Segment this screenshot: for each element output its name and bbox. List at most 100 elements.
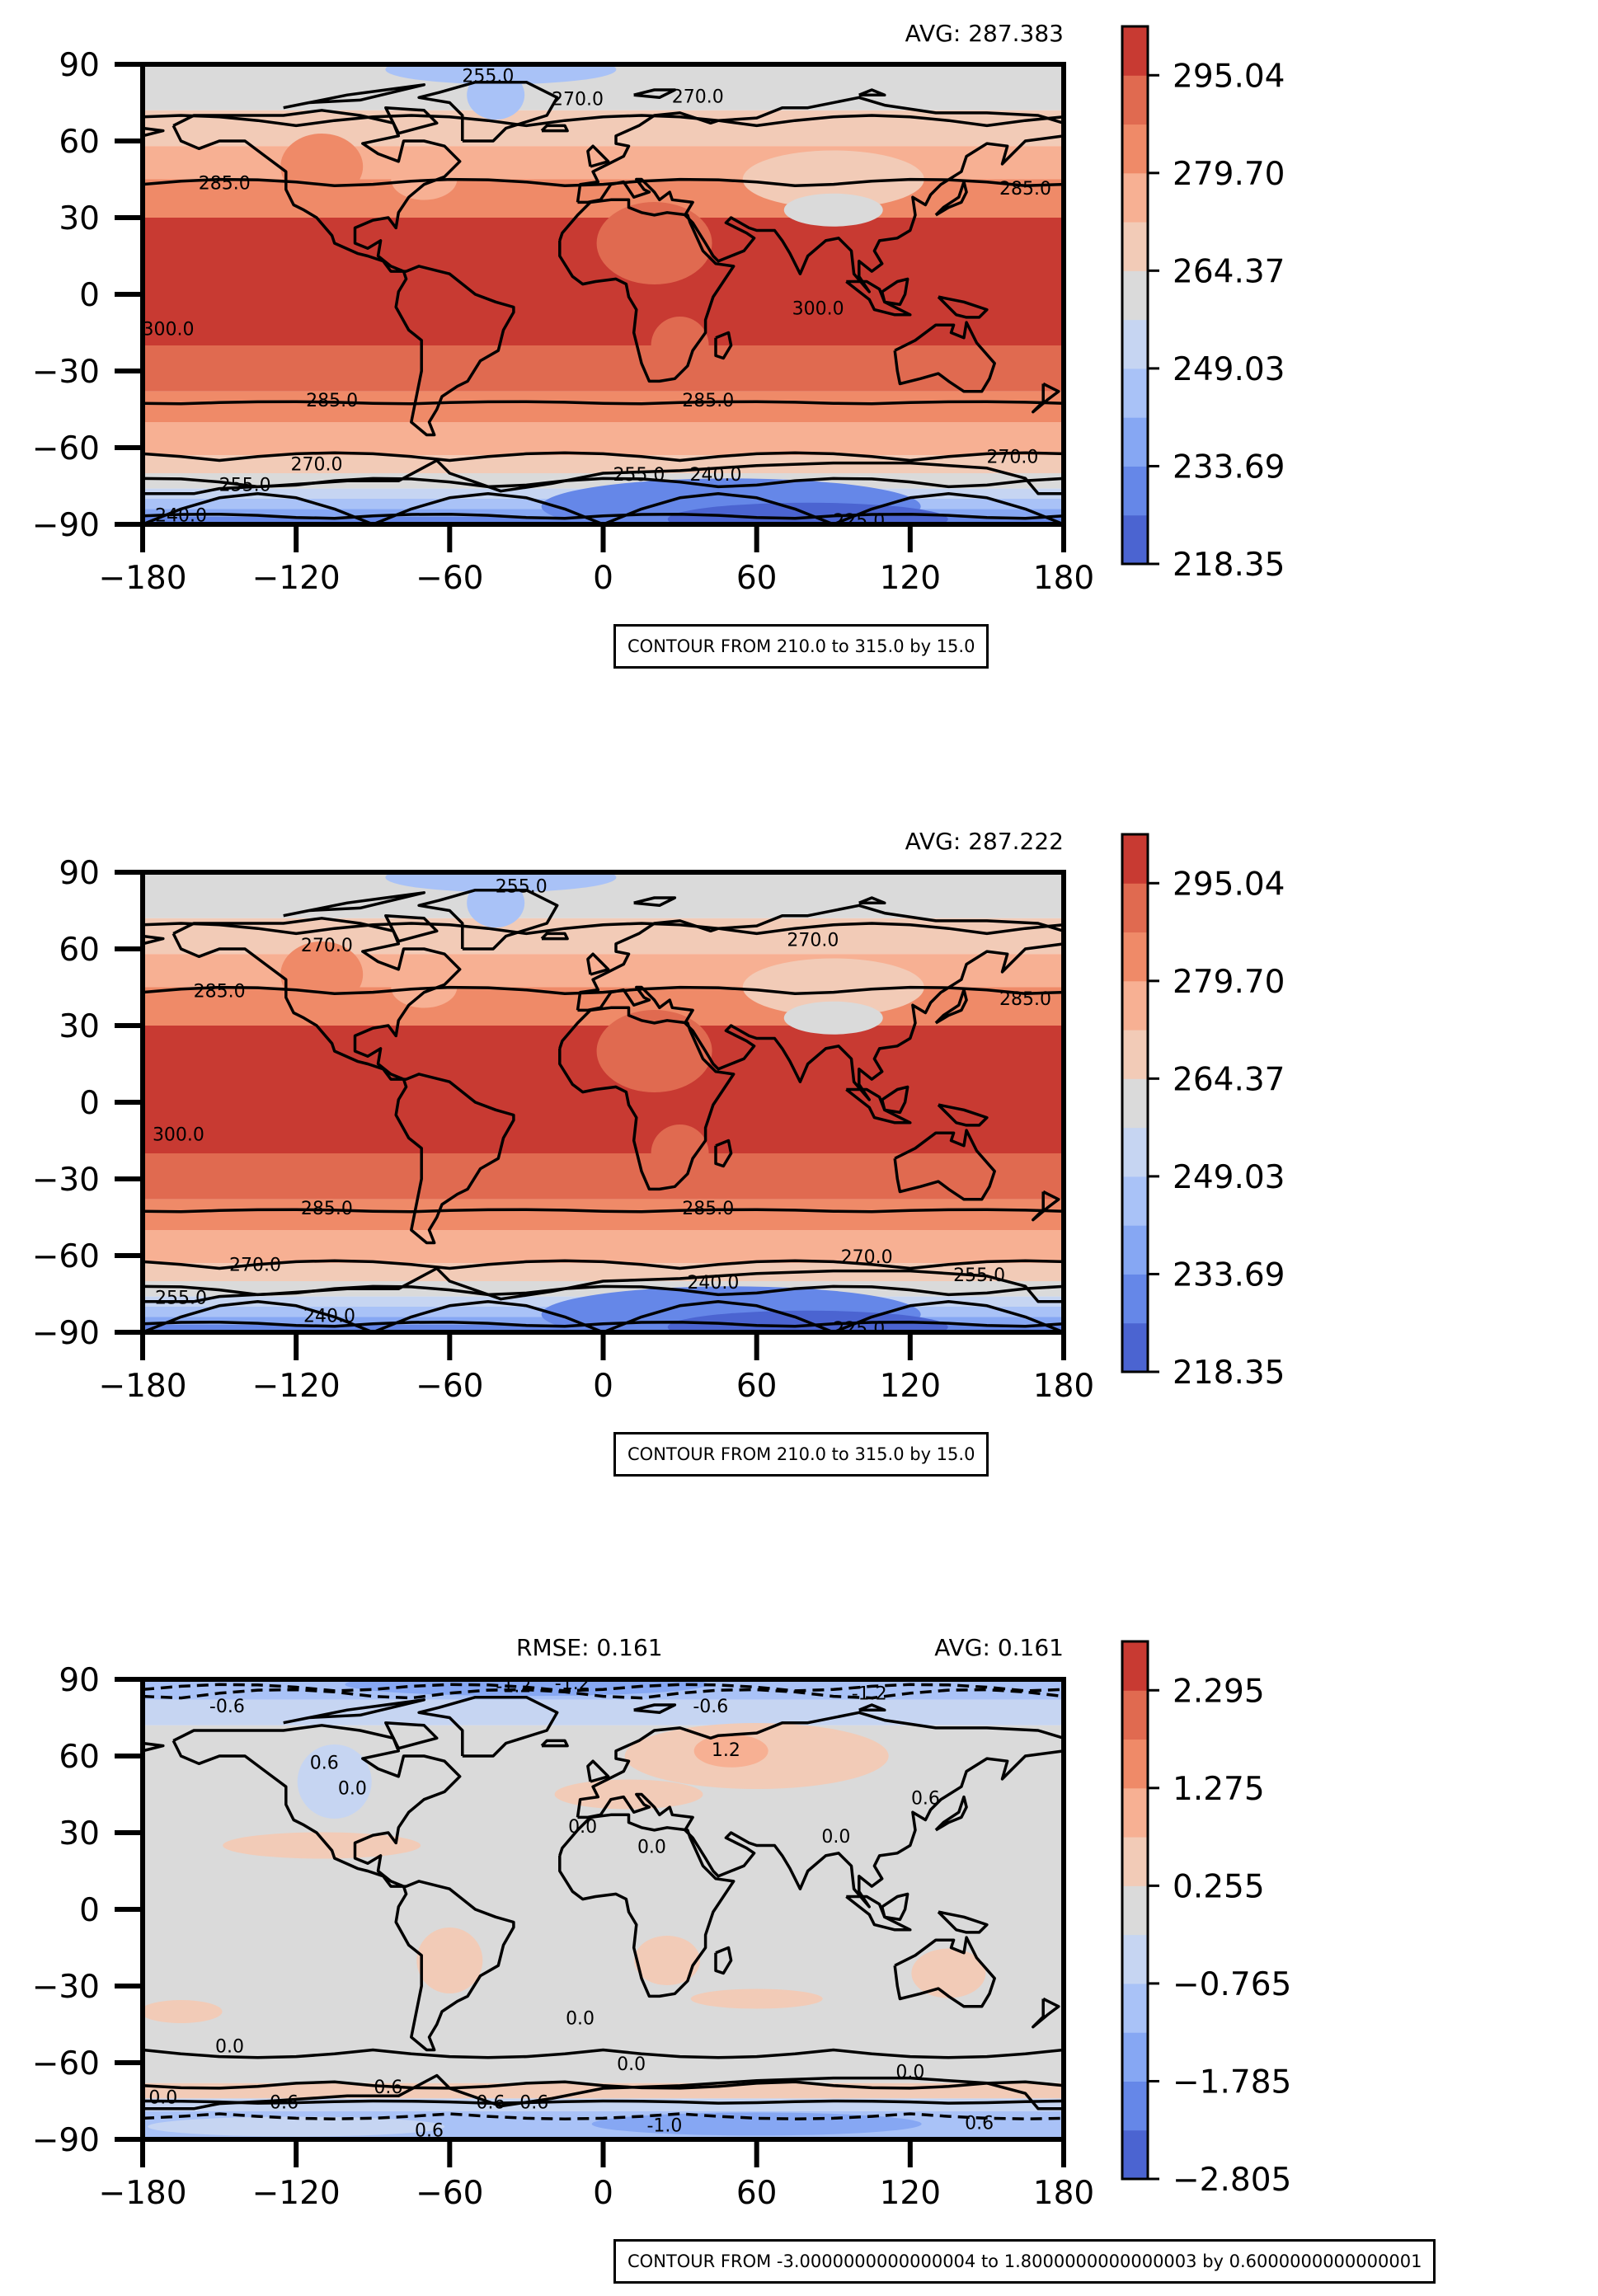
coastline-eurasia xyxy=(576,1711,1064,1818)
colorbar-swatch xyxy=(1122,1690,1148,1740)
coastline-madagascar xyxy=(714,1139,733,1168)
colorbar-tick-label: 2.295 xyxy=(1173,1673,1265,1710)
coastline-greenland xyxy=(417,1695,559,1758)
coastline-borneo xyxy=(881,277,909,307)
contour-label: 0.0 xyxy=(617,2054,646,2075)
contour-label: -0.6 xyxy=(693,1697,728,1717)
colorbar-swatch xyxy=(1122,124,1148,174)
colorbar-tick-label: 264.37 xyxy=(1173,1061,1285,1098)
coastline-eurasia2 xyxy=(143,126,165,138)
coastline-baffin xyxy=(384,106,439,135)
y-tick-label: 90 xyxy=(59,1662,100,1699)
coastline-americas xyxy=(172,109,515,437)
y-tick-label: 0 xyxy=(79,1892,100,1929)
colorbar-swatch xyxy=(1122,1787,1148,1838)
coastline-indonesia xyxy=(845,1087,912,1125)
contour-label: 0.6 xyxy=(476,2093,505,2114)
y-tick-label: 60 xyxy=(59,124,100,161)
coastline-baffin xyxy=(384,913,439,943)
colorbar-swatch xyxy=(1122,1934,1148,1984)
colorbar-tick-label: 295.04 xyxy=(1173,866,1285,903)
contour-label: 0.6 xyxy=(374,2078,402,2098)
coastline-indonesia xyxy=(845,279,912,317)
colorbar-tick-label: −0.765 xyxy=(1173,1966,1291,2003)
coastline-svalbard xyxy=(633,88,677,100)
contour-label: 1.2 xyxy=(712,1740,740,1761)
coastline-eurasiaS xyxy=(577,134,1064,293)
y-tick-label: −60 xyxy=(32,1238,100,1275)
colorbar-swatch xyxy=(1122,2081,1148,2131)
contour-label: 255.0 xyxy=(462,67,514,87)
colorbar-swatch xyxy=(1122,172,1148,223)
contour-label: 300.0 xyxy=(792,299,844,320)
colorbar-swatch xyxy=(1122,466,1148,516)
coastline-nz xyxy=(1032,1190,1060,1222)
contour-label: -1.2 xyxy=(496,1676,531,1697)
colorbar-tick-label: 295.04 xyxy=(1173,58,1285,95)
colorbar-swatch xyxy=(1122,1322,1148,1373)
coastline-antarctica xyxy=(143,458,1064,495)
coastline-greenland xyxy=(417,80,559,143)
contour-label: 225.0 xyxy=(833,511,885,532)
panel1-contour-note: CONTOUR FROM 210.0 to 315.0 by 15.0 xyxy=(613,624,989,669)
panel2-contour-note: CONTOUR FROM 210.0 to 315.0 by 15.0 xyxy=(613,1432,989,1477)
coastline-eurasia2 xyxy=(143,1741,165,1753)
colorbar-swatch xyxy=(1122,1837,1148,1886)
coastline-americas xyxy=(172,1724,515,2052)
colorbar-swatch xyxy=(1122,980,1148,1031)
y-tick-label: −90 xyxy=(32,507,100,544)
x-tick-label: 60 xyxy=(736,1368,778,1405)
y-tick-label: 30 xyxy=(59,1008,100,1045)
colorbar-tick-label: 1.275 xyxy=(1173,1771,1265,1808)
colorbar-tick-label: 264.37 xyxy=(1173,253,1285,290)
x-tick-label: −180 xyxy=(98,2175,186,2212)
colorbar-tick-label: 279.70 xyxy=(1173,964,1285,1001)
colorbar-swatch xyxy=(1122,1127,1148,1177)
coastline-japan xyxy=(934,180,968,217)
contour-label: -1.2 xyxy=(555,1674,590,1694)
contour-label: 0.0 xyxy=(338,1778,367,1799)
contour-label: 0.0 xyxy=(895,2062,924,2082)
coastline-indonesia xyxy=(845,1895,912,1932)
colorbar-swatch xyxy=(1122,319,1148,369)
panel-2-colorbar: 295.04 279.70 264.37 249.03 233.69 218.35 xyxy=(1121,833,1285,1392)
y-tick-label: 90 xyxy=(59,47,100,84)
coastline-eurasiaS xyxy=(577,942,1064,1101)
coastline-iceland xyxy=(540,1739,569,1748)
coastline-madagascar xyxy=(714,1946,733,1975)
coastline-newguinea xyxy=(937,1103,989,1127)
colorbar-swatch xyxy=(1122,368,1148,418)
coastline-arcticIs xyxy=(283,1698,426,1725)
colorbar-swatch xyxy=(1122,1078,1148,1129)
coastline-nz2 xyxy=(858,88,886,96)
colorbar-swatch xyxy=(1122,1176,1148,1226)
x-tick-label: 180 xyxy=(1033,1368,1094,1405)
coastline-svalbard xyxy=(633,896,677,908)
colorbar-tick-label: −2.805 xyxy=(1173,2162,1291,2199)
contour-label: 270.0 xyxy=(787,931,839,951)
colorbar-swatch xyxy=(1122,1641,1148,1691)
y-tick-label: −60 xyxy=(32,2045,100,2082)
panel-2-field: 255.0 270.0 270.0 285.0 285.0 300.0 285.0 285.0… xyxy=(143,872,1064,1332)
contour-label: 255.0 xyxy=(496,877,548,898)
y-tick-label: −30 xyxy=(32,1162,100,1199)
colorbar-swatch xyxy=(1122,2032,1148,2082)
contour-label: -0.6 xyxy=(263,2093,298,2114)
coastline-africa xyxy=(558,1006,736,1191)
contour-label: 270.0 xyxy=(841,1247,893,1268)
y-tick-label: 60 xyxy=(59,1739,100,1776)
x-tick-label: 0 xyxy=(593,2175,613,2212)
panel-3-field: -0.6 -1.2 -1.2 -0.6 -1.2 0.6 0.0 1.2 0.0 0.0 0.0 0.… xyxy=(143,1674,1064,2139)
x-tick-label: 0 xyxy=(593,560,613,597)
coastline-americas xyxy=(172,917,515,1245)
contour-label: 0.6 xyxy=(911,1789,940,1810)
colorbar-tick-label: 218.35 xyxy=(1173,1355,1285,1392)
y-tick-label: 90 xyxy=(59,855,100,892)
coastline-eurasia xyxy=(576,96,1064,203)
panel-3-colorbar: 2.295 1.275 0.255 −0.765 −1.785 −2.805 xyxy=(1121,1640,1291,2199)
panel-1-field: 255.0 270.0 270.0 285.0 285.0 300.0 300.0 285.0… xyxy=(143,64,1064,532)
contour-label: 270.0 xyxy=(986,447,1038,467)
x-tick-label: 0 xyxy=(593,1368,613,1405)
coastline-baffin xyxy=(384,1721,439,1750)
contour-label: 240.0 xyxy=(687,1273,739,1294)
